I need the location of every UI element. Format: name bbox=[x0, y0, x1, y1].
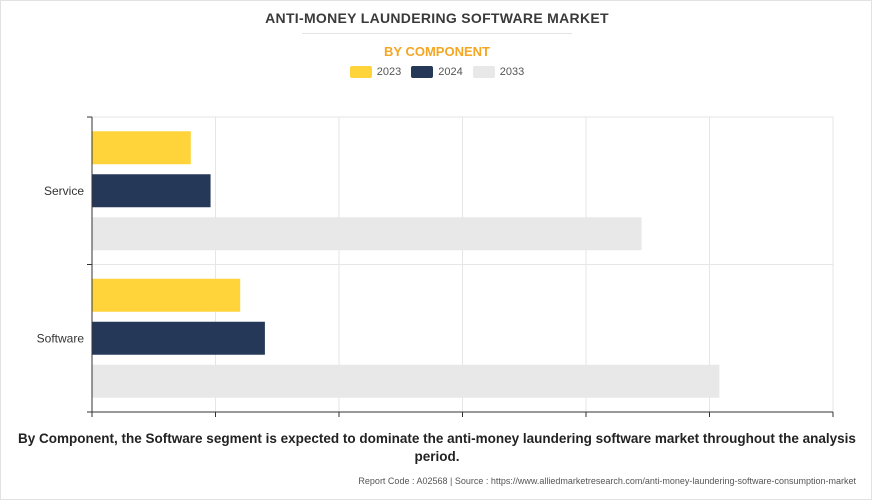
title-divider bbox=[302, 33, 572, 34]
legend-item-2033[interactable]: 2033 bbox=[472, 66, 525, 78]
legend: 2023 2024 2033 bbox=[0, 66, 874, 78]
bar-software-2033 bbox=[92, 364, 720, 398]
legend-label: 2023 bbox=[376, 66, 402, 78]
legend-label: 2033 bbox=[499, 66, 525, 78]
legend-swatch bbox=[472, 66, 495, 78]
bar-service-2023 bbox=[92, 131, 191, 165]
bar-service-2033 bbox=[92, 217, 642, 251]
bar-software-2023 bbox=[92, 278, 241, 312]
legend-swatch bbox=[349, 66, 372, 78]
legend-item-2023[interactable]: 2023 bbox=[349, 66, 402, 78]
chart-title: ANTI-MONEY LAUNDERING SOFTWARE MARKET bbox=[265, 10, 609, 26]
legend-label: 2024 bbox=[438, 66, 463, 78]
bar-chart: Service Software bbox=[37, 116, 834, 417]
chart-subtitle: BY COMPONENT bbox=[384, 44, 490, 59]
legend-swatch bbox=[411, 66, 434, 78]
y-category-label: Software bbox=[37, 331, 85, 345]
bar-software-2024 bbox=[92, 321, 265, 355]
legend-item-2024[interactable]: 2024 bbox=[411, 66, 463, 78]
y-category-label: Service bbox=[44, 184, 84, 198]
chart-caption: By Component, the Software segment is ex… bbox=[18, 431, 856, 464]
report-footer: Report Code : A02568 | Source : https://… bbox=[358, 476, 856, 486]
bar-service-2024 bbox=[92, 174, 211, 208]
